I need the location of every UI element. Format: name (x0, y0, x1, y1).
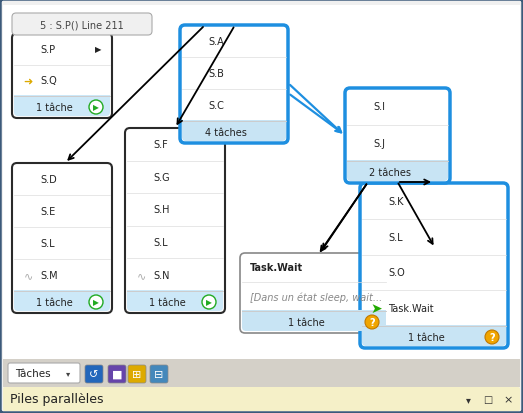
Text: S.C: S.C (208, 101, 224, 111)
Text: S.H: S.H (153, 205, 169, 215)
Text: Task.Wait: Task.Wait (388, 304, 434, 313)
FancyBboxPatch shape (180, 26, 288, 144)
FancyBboxPatch shape (360, 183, 508, 348)
Text: □: □ (483, 394, 493, 404)
FancyBboxPatch shape (85, 365, 103, 383)
Text: S.L: S.L (153, 237, 168, 247)
Text: ▶: ▶ (93, 298, 99, 307)
Text: S.L: S.L (388, 232, 403, 242)
FancyBboxPatch shape (3, 359, 520, 387)
Text: ?: ? (489, 332, 495, 342)
Text: S.D: S.D (40, 175, 57, 185)
Text: Task.Wait: Task.Wait (250, 263, 303, 273)
Text: S.N: S.N (153, 270, 169, 280)
Text: 2 tâches: 2 tâches (369, 168, 411, 178)
Text: [Dans un état sleep, wait...: [Dans un état sleep, wait... (250, 292, 382, 302)
FancyBboxPatch shape (108, 365, 126, 383)
Circle shape (89, 101, 103, 115)
FancyBboxPatch shape (347, 161, 448, 166)
Text: ↺: ↺ (89, 369, 99, 379)
Text: S.I: S.I (373, 102, 385, 112)
Text: 1 tâche: 1 tâche (149, 297, 185, 307)
FancyBboxPatch shape (345, 89, 450, 183)
Text: ■: ■ (112, 369, 122, 379)
Text: ?: ? (369, 317, 375, 327)
Text: ∿: ∿ (137, 270, 146, 280)
Text: ⊟: ⊟ (154, 369, 164, 379)
Circle shape (202, 295, 216, 309)
FancyBboxPatch shape (150, 365, 168, 383)
Text: S.M: S.M (40, 271, 58, 280)
Text: ∿: ∿ (24, 271, 33, 280)
Text: S.L: S.L (40, 238, 54, 248)
FancyBboxPatch shape (182, 122, 286, 142)
FancyBboxPatch shape (12, 164, 112, 313)
FancyBboxPatch shape (3, 6, 520, 359)
Text: 1 tâche: 1 tâche (36, 297, 72, 307)
FancyBboxPatch shape (128, 365, 146, 383)
FancyBboxPatch shape (347, 161, 448, 182)
Text: S.B: S.B (208, 69, 224, 79)
Text: S.P: S.P (40, 45, 55, 55)
FancyBboxPatch shape (127, 290, 223, 295)
Circle shape (485, 330, 499, 344)
Circle shape (89, 295, 103, 309)
Text: S.E: S.E (40, 206, 55, 216)
FancyBboxPatch shape (242, 311, 386, 331)
Text: Tâches: Tâches (15, 368, 51, 378)
Text: 5 : S.P() Line 211: 5 : S.P() Line 211 (40, 20, 124, 30)
FancyBboxPatch shape (362, 326, 506, 346)
FancyBboxPatch shape (14, 291, 110, 311)
FancyBboxPatch shape (240, 254, 388, 333)
Text: S.A: S.A (208, 37, 224, 47)
Text: 4 tâches: 4 tâches (205, 128, 247, 138)
Text: S.G: S.G (153, 173, 169, 183)
Text: S.Q: S.Q (40, 76, 57, 86)
FancyBboxPatch shape (182, 121, 286, 126)
Text: ▶: ▶ (206, 298, 212, 307)
Text: ▶: ▶ (93, 103, 99, 112)
Circle shape (365, 315, 379, 329)
Text: ▾: ▾ (465, 394, 470, 404)
Text: S.K: S.K (388, 197, 404, 206)
FancyBboxPatch shape (12, 14, 152, 36)
Text: S.J: S.J (373, 138, 385, 148)
Text: Piles parallèles: Piles parallèles (10, 392, 104, 406)
Text: ▾: ▾ (66, 369, 70, 377)
FancyBboxPatch shape (127, 291, 223, 311)
Text: 1 tâche: 1 tâche (36, 103, 72, 113)
FancyBboxPatch shape (8, 363, 80, 383)
Text: ➤: ➤ (370, 301, 382, 316)
FancyBboxPatch shape (242, 310, 386, 315)
Text: ➜: ➜ (24, 76, 33, 86)
Text: S.O: S.O (388, 268, 405, 278)
FancyBboxPatch shape (362, 325, 506, 330)
Text: 1 tâche: 1 tâche (288, 317, 324, 327)
FancyBboxPatch shape (14, 96, 110, 101)
FancyBboxPatch shape (12, 34, 112, 119)
Text: 1 tâche: 1 tâche (407, 332, 445, 342)
Text: ⊞: ⊞ (132, 369, 142, 379)
Text: ▶: ▶ (95, 45, 101, 54)
Text: ×: × (503, 394, 513, 404)
FancyBboxPatch shape (3, 387, 520, 411)
FancyBboxPatch shape (125, 129, 225, 313)
Text: S.F: S.F (153, 140, 168, 150)
FancyBboxPatch shape (14, 97, 110, 117)
FancyBboxPatch shape (14, 290, 110, 295)
